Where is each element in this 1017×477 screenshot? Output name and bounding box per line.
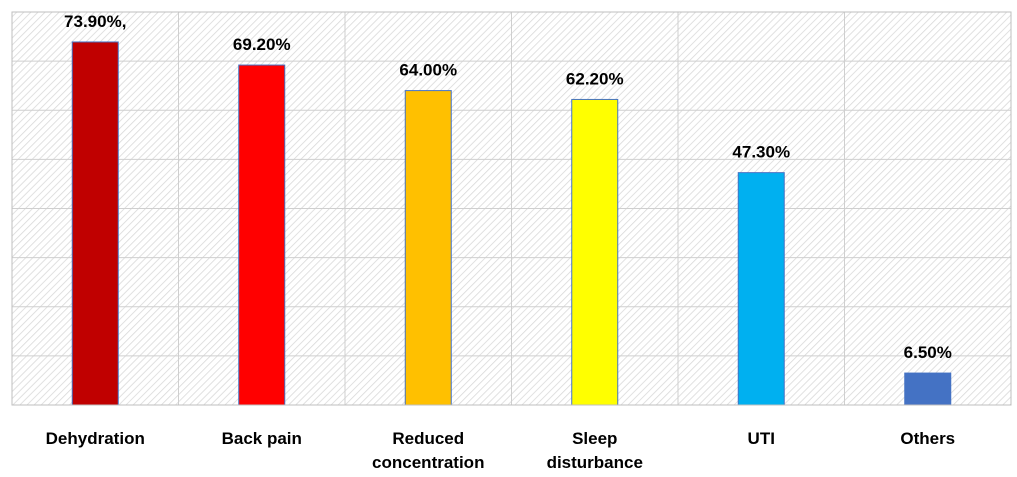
- bar: [238, 64, 286, 406]
- bars: [71, 41, 952, 406]
- data-label: 64.00%: [399, 61, 457, 80]
- bar: [737, 172, 785, 406]
- category-label: Dehydration: [46, 429, 145, 448]
- bar: [71, 41, 119, 406]
- category-label: Sleep: [572, 429, 617, 448]
- data-label: 62.20%: [566, 69, 624, 88]
- category-label: UTI: [748, 429, 775, 448]
- category-label: concentration: [372, 453, 484, 472]
- category-label: disturbance: [547, 453, 643, 472]
- bar: [404, 90, 452, 406]
- value-labels: 73.90%, 69.20% 64.00% 62.20% 47.30% 6.50%: [64, 12, 952, 362]
- data-label: 47.30%: [732, 143, 790, 162]
- bar: [904, 372, 952, 406]
- category-label: Others: [900, 429, 955, 448]
- data-label: 73.90%,: [64, 12, 126, 31]
- bar: [571, 98, 619, 406]
- data-label: 69.20%: [233, 35, 291, 54]
- data-label: 6.50%: [904, 343, 952, 362]
- category-label: Back pain: [222, 429, 302, 448]
- category-labels: Dehydration Back pain Reduced concentration…: [46, 429, 955, 472]
- category-label: Reduced: [392, 429, 464, 448]
- plot-border: [11, 11, 1012, 406]
